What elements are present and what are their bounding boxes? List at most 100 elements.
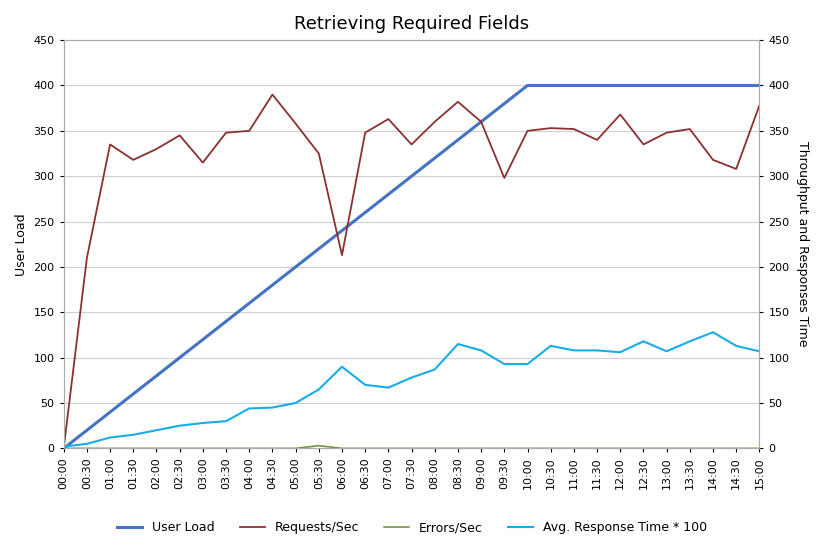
User Load <box>406 173 416 180</box>
User Load <box>268 282 278 288</box>
Requests/Sec <box>360 129 370 136</box>
Errors/Sec <box>522 445 532 452</box>
User Load <box>662 82 672 89</box>
Requests/Sec <box>59 445 68 452</box>
User Load <box>244 300 254 306</box>
Requests/Sec <box>616 111 625 118</box>
Avg. Response Time * 100 <box>268 404 278 411</box>
Errors/Sec <box>337 445 347 452</box>
Requests/Sec <box>755 102 765 109</box>
Requests/Sec <box>592 136 602 143</box>
Requests/Sec <box>175 132 185 139</box>
Errors/Sec <box>268 445 278 452</box>
Y-axis label: User Load: User Load <box>15 213 28 276</box>
Avg. Response Time * 100 <box>499 361 509 367</box>
User Load <box>383 191 393 198</box>
Title: Retrieving Required Fields: Retrieving Required Fields <box>294 15 529 33</box>
Errors/Sec <box>314 442 324 449</box>
Requests/Sec <box>430 118 440 125</box>
Requests/Sec <box>268 92 278 98</box>
Errors/Sec <box>476 445 486 452</box>
User Load <box>105 409 115 415</box>
Requests/Sec <box>639 141 648 148</box>
Errors/Sec <box>499 445 509 452</box>
Errors/Sec <box>685 445 695 452</box>
Avg. Response Time * 100 <box>755 348 765 355</box>
Errors/Sec <box>755 445 765 452</box>
User Load <box>82 427 91 433</box>
Avg. Response Time * 100 <box>406 374 416 381</box>
Avg. Response Time * 100 <box>569 347 578 353</box>
User Load <box>337 227 347 234</box>
Errors/Sec <box>430 445 440 452</box>
Avg. Response Time * 100 <box>105 434 115 441</box>
Avg. Response Time * 100 <box>291 399 301 406</box>
Requests/Sec <box>476 118 486 125</box>
Requests/Sec <box>406 141 416 148</box>
Errors/Sec <box>82 445 91 452</box>
Errors/Sec <box>360 445 370 452</box>
User Load <box>616 82 625 89</box>
Avg. Response Time * 100 <box>453 341 463 347</box>
Requests/Sec <box>221 129 231 136</box>
Avg. Response Time * 100 <box>476 347 486 353</box>
Requests/Sec <box>291 121 301 127</box>
User Load <box>314 246 324 252</box>
Errors/Sec <box>129 445 138 452</box>
Avg. Response Time * 100 <box>129 431 138 438</box>
User Load <box>569 82 578 89</box>
User Load <box>476 118 486 125</box>
Avg. Response Time * 100 <box>82 441 91 447</box>
Requests/Sec <box>129 157 138 163</box>
Requests/Sec <box>453 99 463 105</box>
User Load <box>221 318 231 324</box>
Line: User Load: User Load <box>63 85 760 448</box>
User Load <box>755 82 765 89</box>
Requests/Sec <box>685 125 695 132</box>
User Load <box>198 336 208 343</box>
Legend: User Load, Requests/Sec, Errors/Sec, Avg. Response Time * 100: User Load, Requests/Sec, Errors/Sec, Avg… <box>112 516 712 539</box>
Errors/Sec <box>639 445 648 452</box>
User Load <box>639 82 648 89</box>
Line: Requests/Sec: Requests/Sec <box>63 95 760 448</box>
Errors/Sec <box>545 445 555 452</box>
User Load <box>175 355 185 361</box>
Errors/Sec <box>221 445 231 452</box>
Avg. Response Time * 100 <box>337 363 347 370</box>
User Load <box>708 82 718 89</box>
Avg. Response Time * 100 <box>152 427 162 433</box>
User Load <box>430 155 440 161</box>
Requests/Sec <box>383 116 393 122</box>
User Load <box>152 373 162 379</box>
Requests/Sec <box>105 141 115 148</box>
Errors/Sec <box>105 445 115 452</box>
Requests/Sec <box>244 128 254 134</box>
Avg. Response Time * 100 <box>616 349 625 356</box>
Errors/Sec <box>453 445 463 452</box>
Errors/Sec <box>291 445 301 452</box>
Avg. Response Time * 100 <box>430 366 440 373</box>
Requests/Sec <box>314 150 324 157</box>
Errors/Sec <box>592 445 602 452</box>
Avg. Response Time * 100 <box>731 342 741 349</box>
Avg. Response Time * 100 <box>662 348 672 355</box>
User Load <box>731 82 741 89</box>
Requests/Sec <box>198 159 208 166</box>
User Load <box>499 100 509 107</box>
User Load <box>522 82 532 89</box>
Y-axis label: Throughput and Responses Time: Throughput and Responses Time <box>796 141 809 347</box>
Errors/Sec <box>383 445 393 452</box>
Avg. Response Time * 100 <box>244 405 254 412</box>
User Load <box>129 391 138 397</box>
Errors/Sec <box>175 445 185 452</box>
Errors/Sec <box>406 445 416 452</box>
Avg. Response Time * 100 <box>175 423 185 429</box>
User Load <box>291 264 301 270</box>
Line: Errors/Sec: Errors/Sec <box>63 446 760 448</box>
Avg. Response Time * 100 <box>221 418 231 425</box>
Avg. Response Time * 100 <box>360 381 370 388</box>
Requests/Sec <box>499 175 509 181</box>
Requests/Sec <box>662 129 672 136</box>
User Load <box>545 82 555 89</box>
Requests/Sec <box>152 146 162 152</box>
